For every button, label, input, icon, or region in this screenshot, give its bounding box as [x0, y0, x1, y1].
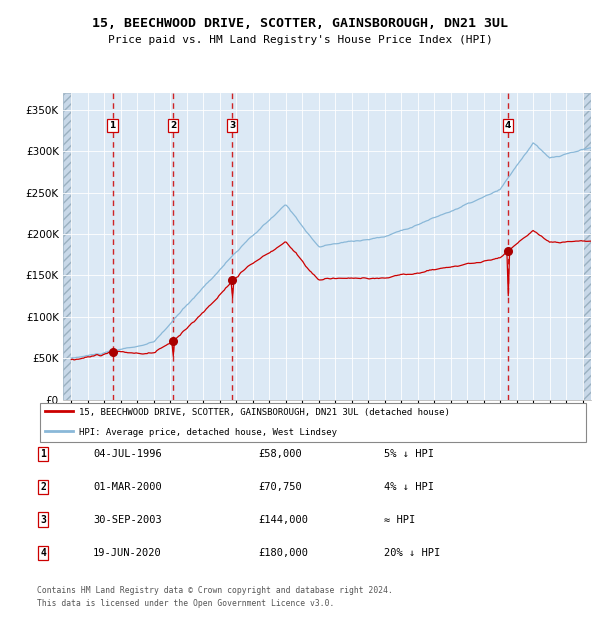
Text: 15, BEECHWOOD DRIVE, SCOTTER, GAINSBOROUGH, DN21 3UL (detached house): 15, BEECHWOOD DRIVE, SCOTTER, GAINSBOROU… [79, 407, 449, 417]
Text: 15, BEECHWOOD DRIVE, SCOTTER, GAINSBOROUGH, DN21 3UL: 15, BEECHWOOD DRIVE, SCOTTER, GAINSBOROU… [92, 17, 508, 30]
Text: 19-JUN-2020: 19-JUN-2020 [93, 548, 162, 558]
Text: ≈ HPI: ≈ HPI [384, 515, 415, 525]
Text: Contains HM Land Registry data © Crown copyright and database right 2024.: Contains HM Land Registry data © Crown c… [37, 586, 393, 595]
Bar [583, 93, 591, 400]
Text: 2: 2 [40, 482, 46, 492]
Text: 5% ↓ HPI: 5% ↓ HPI [384, 449, 434, 459]
Text: £180,000: £180,000 [258, 548, 308, 558]
Text: 1: 1 [109, 121, 116, 130]
Text: 1: 1 [40, 449, 46, 459]
Text: £144,000: £144,000 [258, 515, 308, 525]
Text: 3: 3 [40, 515, 46, 525]
Text: 4: 4 [40, 548, 46, 558]
Text: 04-JUL-1996: 04-JUL-1996 [93, 449, 162, 459]
Text: HPI: Average price, detached house, West Lindsey: HPI: Average price, detached house, West… [79, 428, 337, 437]
Bar [63, 93, 71, 400]
Bar [583, 93, 591, 400]
Text: 01-MAR-2000: 01-MAR-2000 [93, 482, 162, 492]
Text: £58,000: £58,000 [258, 449, 302, 459]
Text: £70,750: £70,750 [258, 482, 302, 492]
Text: This data is licensed under the Open Government Licence v3.0.: This data is licensed under the Open Gov… [37, 598, 335, 608]
Text: 30-SEP-2003: 30-SEP-2003 [93, 515, 162, 525]
FancyBboxPatch shape [40, 403, 586, 441]
Bar [63, 93, 71, 400]
Text: Price paid vs. HM Land Registry's House Price Index (HPI): Price paid vs. HM Land Registry's House … [107, 35, 493, 45]
Text: 3: 3 [229, 121, 235, 130]
Text: 4% ↓ HPI: 4% ↓ HPI [384, 482, 434, 492]
Text: 4: 4 [505, 121, 511, 130]
Text: 20% ↓ HPI: 20% ↓ HPI [384, 548, 440, 558]
Text: 2: 2 [170, 121, 176, 130]
